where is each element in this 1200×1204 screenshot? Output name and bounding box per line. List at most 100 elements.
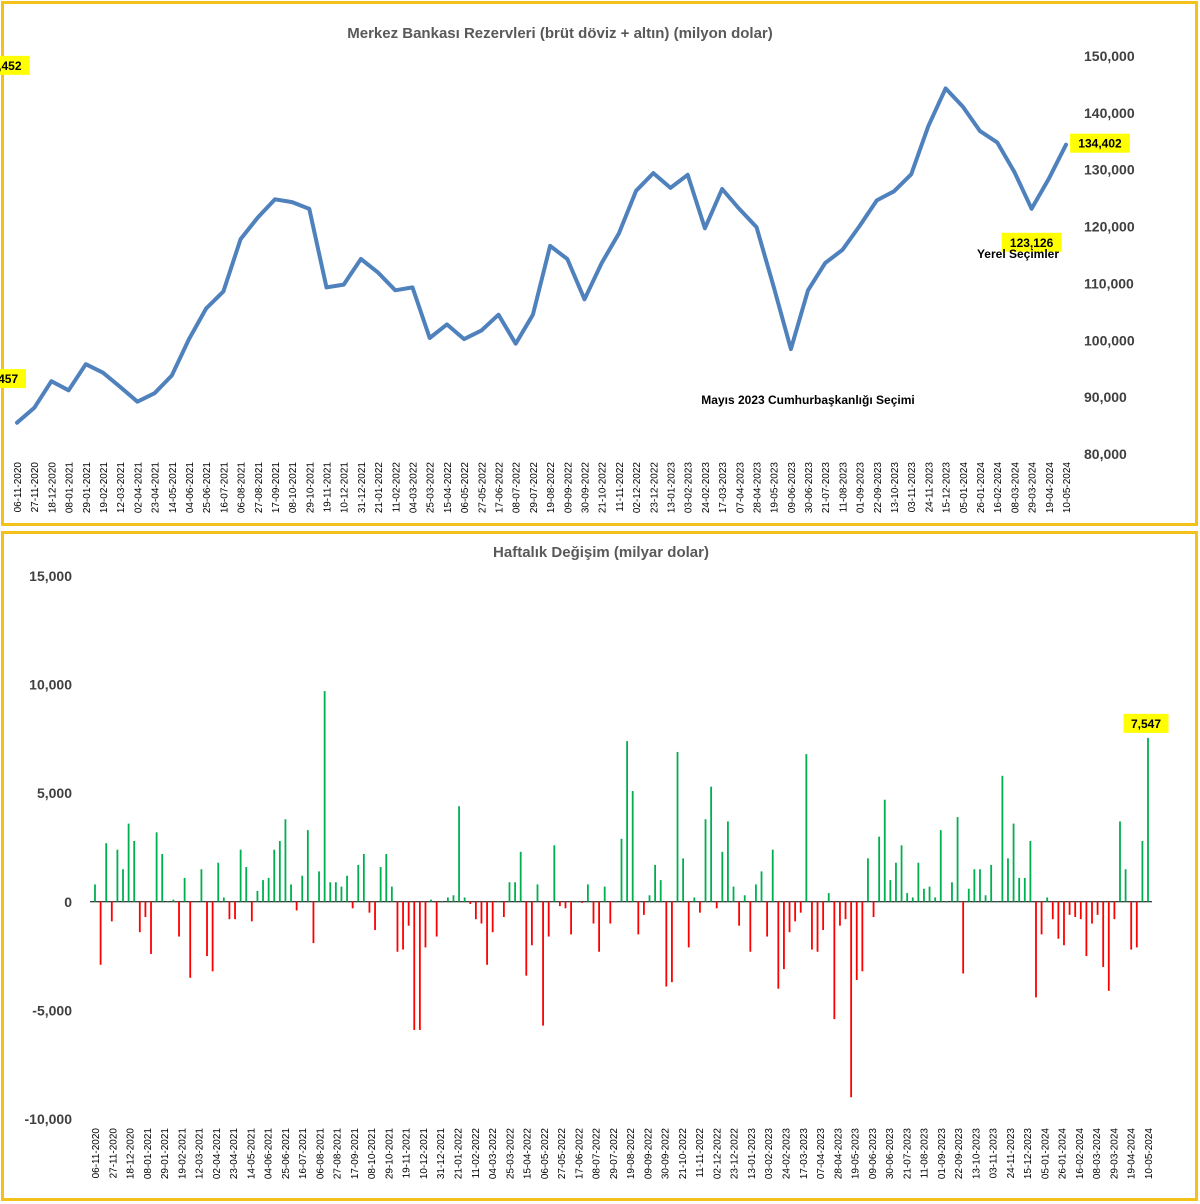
reserves-data-point (944, 87, 947, 90)
reserves-data-point (325, 286, 328, 289)
reserves-data-point (428, 336, 431, 340)
weekly-change-bar (822, 901, 825, 931)
x-tick-label: 08-03-2024 (1010, 462, 1021, 514)
x-tick-label: 03-02-2023 (684, 462, 695, 514)
weekly-change-bar (799, 901, 802, 913)
reserves-data-point (996, 141, 999, 144)
weekly-change-bar (586, 884, 589, 902)
x-tick-label: 25-06-2021 (281, 1128, 292, 1180)
weekly-change-bar (934, 897, 937, 902)
weekly-change-bar (771, 849, 774, 902)
x-tick-label: 15-12-2023 (1023, 1128, 1034, 1180)
x-tick-label: 30-09-2022 (580, 462, 591, 514)
weekly-change-bar (390, 886, 393, 902)
weekly-change-bar (956, 817, 959, 902)
weekly-change-bar (990, 864, 993, 902)
callout-label: 98,457 (0, 372, 18, 386)
y-tick-label: 120,000 (1084, 219, 1135, 235)
weekly-change-bar (553, 845, 556, 902)
reserves-chart-panel: Merkez Bankası Rezervleri (brüt döviz + … (0, 1, 1198, 526)
reserves-data-point (755, 225, 758, 229)
x-tick-label: 19-11-2021 (402, 1128, 413, 1179)
weekly-change-bar (418, 901, 421, 1030)
weekly-change-bar (665, 901, 668, 987)
annotation-local-elections: Yerel Seçimler (977, 247, 1059, 261)
x-tick-label: 04-03-2022 (488, 1128, 499, 1180)
y-tick-label: -10,000 (25, 1111, 73, 1127)
reserves-data-point (480, 329, 483, 332)
reserves-data-point (720, 187, 724, 191)
weekly-change-chart-panel: Haftalık Değişim (milyar dolar) 15,000 10… (1, 531, 1198, 1201)
weekly-change-bar (1063, 901, 1065, 946)
weekly-change-bar (1057, 901, 1060, 939)
weekly-change-bar (256, 890, 259, 902)
weekly-change-bar (760, 871, 763, 902)
weekly-change-bar (1040, 901, 1043, 935)
weekly-change-bar (446, 897, 449, 902)
weekly-change-bar (161, 854, 164, 902)
weekly-change-bar (1029, 840, 1032, 902)
x-tick-label: 02-12-2022 (632, 462, 643, 514)
x-tick-label: 23-12-2022 (730, 1128, 741, 1180)
reserves-data-point (600, 261, 603, 265)
x-tick-label: 14-05-2021 (246, 1128, 257, 1180)
x-tick-label: 15-04-2022 (443, 462, 454, 514)
weekly-change-bar (1001, 775, 1004, 902)
weekly-change-bar (889, 880, 892, 902)
x-tick-label: 23-04-2021 (151, 462, 162, 514)
x-tick-label: 24-02-2023 (781, 1128, 792, 1180)
reserves-data-point (239, 237, 242, 241)
weekly-change-bar (917, 862, 920, 902)
weekly-change-bar (721, 851, 724, 902)
weekly-change-bar (1130, 901, 1133, 950)
weekly-change-bar (301, 875, 304, 902)
reserves-data-point (892, 190, 896, 193)
weekly-change-bar (1051, 901, 1054, 920)
x-tick-label: 28-04-2023 (752, 462, 763, 514)
weekly-change-bar (542, 901, 544, 1026)
reserves-data-point (531, 313, 535, 316)
x-tick-label: 19-02-2021 (177, 1128, 188, 1180)
x-tick-label: 27-11-2020 (108, 1128, 119, 1179)
x-tick-label: 08-03-2024 (1092, 1128, 1103, 1180)
x-tick-label: 30-09-2022 (661, 1128, 672, 1180)
weekly-change-bar (654, 864, 657, 902)
weekly-change-bar (340, 886, 343, 902)
weekly-change-bar (178, 901, 180, 937)
reserves-data-point (342, 283, 345, 286)
weekly-change-bar (844, 901, 847, 920)
weekly-change-bar (967, 888, 970, 902)
weekly-change-bar (166, 901, 169, 903)
weekly-change-bar (295, 901, 298, 911)
weekly-change-bar (385, 854, 388, 902)
weekly-change-bar (110, 901, 113, 922)
x-tick-label: 18-12-2020 (126, 1128, 137, 1180)
weekly-change-bar (676, 751, 679, 902)
x-tick-label: 29-01-2021 (160, 1128, 171, 1180)
weekly-change-bar (699, 901, 701, 913)
weekly-change-bar (200, 869, 203, 902)
weekly-change-bar (592, 901, 595, 924)
callout-label: 145,452 (0, 59, 22, 73)
x-tick-label: 02-04-2021 (133, 462, 144, 514)
weekly-change-bar (861, 901, 864, 972)
weekly-change-bar (194, 901, 197, 903)
weekly-change-bar (1091, 901, 1093, 924)
x-tick-label: 10-05-2024 (1062, 462, 1073, 514)
x-tick-label: 11-11-2022 (695, 1128, 706, 1178)
x-tick-label: 06-05-2022 (540, 1128, 551, 1180)
x-tick-label: 01-09-2023 (937, 1128, 948, 1180)
weekly-change-bar (497, 901, 500, 903)
reserves-data-point (669, 186, 672, 190)
reserves-data-point (703, 227, 707, 230)
annotation-election-2023: Mayıs 2023 Cumhurbaşkanlığı Seçimi (701, 393, 914, 407)
weekly-change-bar (816, 901, 819, 952)
x-tick-label: 30-06-2023 (885, 1128, 896, 1180)
weekly-change-bar (351, 901, 354, 909)
weekly-change-bar (984, 895, 987, 902)
reserves-data-point (50, 380, 53, 383)
x-tick-label: 19-02-2021 (99, 462, 110, 514)
x-tick-label: 07-04-2023 (816, 1128, 827, 1180)
weekly-change-bar (239, 849, 242, 902)
x-tick-label: 31-12-2021 (436, 1128, 447, 1180)
